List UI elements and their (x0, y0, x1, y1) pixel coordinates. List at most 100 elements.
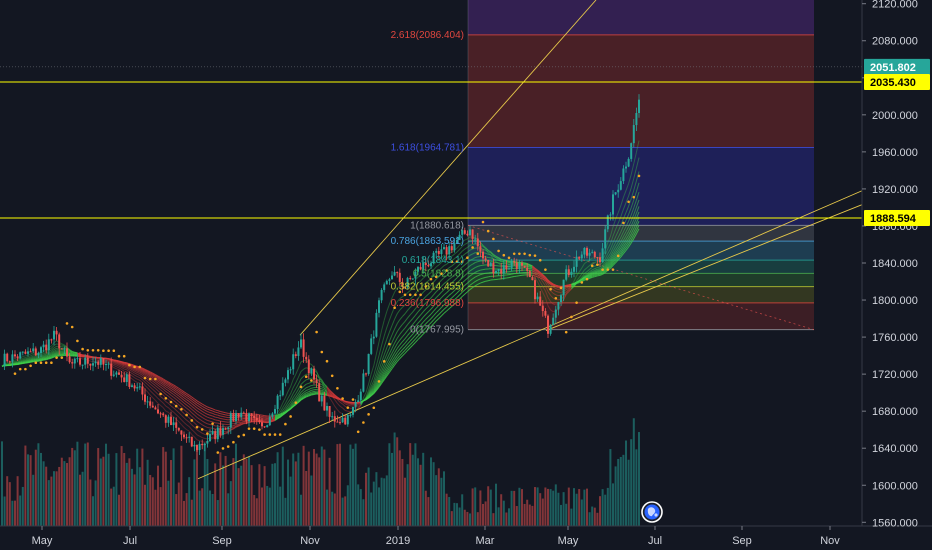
ribbon-segment (487, 249, 492, 253)
ribbon-segment (396, 298, 401, 303)
ribbon-segment (386, 370, 390, 375)
ribbon-segment (417, 336, 421, 340)
ribbon-segment (287, 401, 291, 406)
ribbon-segment (207, 408, 211, 411)
volume-bar (588, 512, 591, 526)
candle-body (42, 344, 45, 348)
ribbon-segment (485, 256, 489, 258)
ribbon-segment (381, 354, 385, 363)
candle-body (341, 417, 344, 423)
ribbon-segment (137, 369, 140, 372)
ribbon-segment (402, 333, 406, 338)
ribbon-segment (173, 384, 177, 388)
ribbon-segment (144, 368, 148, 371)
ribbon-segment (139, 367, 143, 370)
globe-icon[interactable] (641, 501, 663, 523)
ribbon-segment (532, 272, 536, 275)
ribbon-segment (149, 390, 154, 394)
candle-body (222, 428, 224, 435)
ribbon-segment (124, 365, 127, 368)
candle-body (159, 413, 162, 415)
ribbon-segment (168, 411, 172, 416)
ribbon-segment (46, 356, 49, 359)
ribbon-segment (571, 284, 575, 286)
ribbon-segment (404, 347, 408, 351)
ribbon-segment (162, 391, 167, 395)
ribbon-segment (571, 283, 575, 286)
ribbon-segment (204, 425, 208, 428)
sar-dot (138, 365, 142, 369)
candle-body (612, 194, 614, 215)
horizontal-support-lines[interactable] (0, 66, 862, 219)
ribbon-segment (607, 236, 611, 243)
price-axis[interactable]: 2120.0002080.0002040.0002000.0001960.000… (862, 0, 918, 529)
ribbon-segment (209, 414, 213, 417)
ribbon-segment (370, 393, 375, 397)
candle-body (391, 275, 393, 280)
ribbon-segment (576, 281, 580, 284)
ribbon-segment (300, 368, 304, 372)
ribbon-segment (597, 268, 601, 270)
candle-body (73, 358, 76, 364)
candle-body (315, 379, 318, 384)
ribbon-segment (591, 265, 596, 268)
ribbon-segment (308, 394, 312, 397)
ribbon-segment (188, 406, 193, 410)
ribbon-segment (532, 267, 536, 270)
volume-bar (404, 477, 406, 526)
ribbon-segment (388, 325, 393, 333)
ribbon-segment (425, 316, 429, 320)
ribbon-segment (628, 236, 632, 242)
candle-body (445, 247, 448, 255)
ribbon-segment (433, 312, 437, 317)
ribbon-segment (186, 424, 190, 428)
ribbon-segment (472, 285, 476, 289)
ribbon-segment (428, 303, 432, 307)
sar-dot (315, 330, 318, 334)
ribbon-segment (508, 273, 512, 276)
ribbon-segment (428, 267, 432, 271)
ribbon-segment (542, 286, 546, 292)
ribbon-segment (321, 393, 325, 396)
ribbon-segment (51, 352, 55, 355)
sar-dot (518, 252, 521, 256)
fib-label-0: 2.618(2086.404) (391, 30, 464, 41)
candle-body (63, 348, 66, 350)
ribbon-segment (493, 253, 497, 257)
ribbon-segment (428, 308, 432, 313)
ribbon-segment (409, 296, 414, 300)
volume-bar (1, 441, 3, 526)
ribbon-segment (287, 406, 291, 410)
ribbon-segment (542, 281, 546, 287)
ribbon-segment (277, 414, 281, 417)
ribbon-segment (402, 349, 406, 354)
ribbon-segment (124, 363, 127, 366)
ribbon-segment (178, 408, 182, 412)
ribbon-segment (399, 324, 403, 328)
sar-dot (294, 401, 298, 404)
volume-bar (175, 494, 178, 526)
candle-body (466, 233, 469, 236)
ribbon-segment (399, 316, 403, 320)
ribbon-segment (27, 357, 31, 360)
ribbon-segment (620, 240, 624, 246)
ribbon-segment (448, 276, 453, 280)
ribbon-segment (435, 282, 440, 286)
sar-dot (273, 433, 277, 436)
ribbon-segment (108, 361, 112, 365)
sar-dot (310, 379, 313, 382)
secondary-trendline (545, 204, 863, 332)
volume-bar (24, 445, 27, 526)
volume-bar (188, 477, 191, 526)
ribbon-segment (602, 272, 606, 275)
time-axis[interactable]: May Jul Sep Nov 2019 Mar May Jul Sep Nov (32, 526, 841, 547)
ribbon-segment (292, 404, 297, 407)
ribbon-segment (609, 256, 614, 262)
ribbon-segment (147, 370, 151, 374)
ribbon-segment (428, 284, 432, 288)
ribbon-segment (170, 394, 174, 398)
ribbon-segment (441, 308, 445, 313)
candle-body (534, 280, 536, 300)
candle-body (66, 348, 68, 357)
